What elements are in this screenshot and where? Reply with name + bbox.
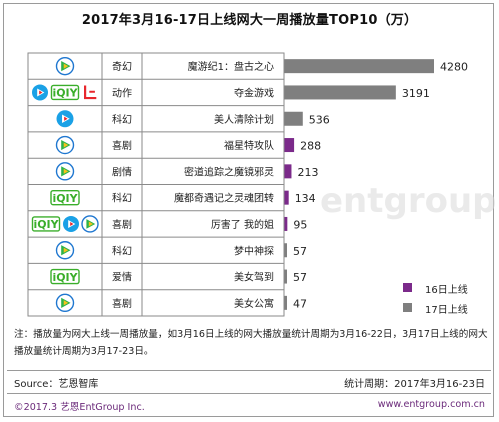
table-row: 科幻 梦中神探 57 [55, 241, 307, 260]
table-row: iQIY 喜剧 厉害了 我的姐 95 [31, 215, 307, 233]
legend-label: 17日上线 [425, 305, 468, 316]
film-title: 厉害了 我的姐 [211, 218, 274, 231]
iqiyi-icon-box [31, 216, 61, 232]
data-label: 95 [293, 218, 307, 231]
youku-icon-inner [64, 116, 68, 121]
table-row: 喜剧 福星特攻队 288 [55, 135, 321, 155]
platform-logos [56, 110, 74, 128]
legend-swatch [403, 303, 412, 312]
iqiyi-icon-label: iQIY [53, 87, 78, 100]
table-row: iQIY 科幻 魔都奇遇记之灵魂团转 134 [50, 189, 316, 206]
bar [284, 190, 289, 205]
bar [284, 164, 292, 179]
tencent-video-icon-inner [63, 63, 69, 69]
iqiyi-icon-label: iQIY [34, 218, 59, 231]
bar [284, 138, 295, 153]
bar [284, 243, 287, 258]
iqiyi-icon-label: iQIY [53, 192, 78, 205]
data-label: 288 [300, 140, 321, 153]
tencent-video-icon-inner [63, 300, 69, 306]
copyright-text: ©2017.3 艺恩EntGroup Inc. [14, 402, 145, 413]
table-row: 科幻 美人清除计划 536 [56, 110, 330, 128]
bar [284, 85, 396, 100]
iqiyi-icon-box [50, 84, 80, 101]
film-title: 魔都奇遇记之灵魂团转 [174, 192, 274, 205]
divider [7, 393, 491, 394]
iqiyi-icon-label: iQIY [53, 271, 78, 284]
bar [284, 295, 287, 310]
genre-label: 喜剧 [112, 139, 132, 152]
tencent-video-icon-inner [63, 247, 69, 253]
genre-label: 奇幻 [112, 60, 132, 73]
youku-icon-inner [39, 90, 43, 95]
data-label: 3191 [402, 87, 430, 100]
table-row: 奇幻 魔游纪1：盘古之心 4280 [55, 56, 468, 76]
platform-logos [55, 293, 75, 313]
data-label: 134 [295, 192, 316, 205]
legend-label: 16日上线 [425, 285, 468, 296]
letv-icon-stroke [84, 85, 97, 100]
bar [284, 269, 287, 284]
genre-label: 科幻 [112, 244, 132, 257]
table-row: iQIY 动作 夺金游戏 3191 [32, 84, 430, 101]
youku-icon-inner [70, 221, 74, 226]
tencent-video-icon-inner [88, 221, 94, 227]
genre-label: 喜剧 [112, 297, 132, 310]
website-link[interactable]: www.entgroup.com.cn [377, 399, 485, 410]
data-label: 213 [297, 166, 318, 179]
platform-logos: iQIY [32, 84, 97, 101]
film-title: 美女驾到 [234, 271, 274, 284]
bar [284, 59, 434, 74]
genre-label: 爱情 [112, 271, 132, 284]
film-title: 密道追踪之魔镜邪灵 [184, 165, 274, 178]
genre-label: 科幻 [112, 113, 132, 126]
data-label: 4280 [440, 61, 468, 74]
platform-logos: iQIY [50, 189, 80, 206]
genre-label: 动作 [112, 87, 132, 99]
bar [284, 111, 303, 126]
footnote: 注：播放量为网大上线一周播放量，如3月16日上线的网大播放量统计周期为3月16-… [14, 329, 488, 357]
iqiyi-icon-box [50, 189, 80, 206]
iqiyi-icon-box [50, 268, 80, 285]
tencent-video-icon-inner [63, 168, 69, 174]
genre-label: 喜剧 [112, 218, 132, 231]
bar [284, 216, 288, 231]
period-text: 统计周期：2017年3月16-23日 [344, 379, 485, 390]
film-title: 魔游纪1：盘古之心 [188, 60, 274, 73]
platform-logos [55, 162, 75, 181]
data-label: 57 [293, 271, 307, 284]
chart-title: 2017年3月16-17日上线网大一周播放量TOP10（万） [81, 13, 418, 28]
data-label: 536 [309, 113, 330, 126]
data-label: 57 [293, 245, 307, 258]
platform-logos [55, 56, 75, 76]
divider [7, 370, 491, 371]
table-row: iQIY 爱情 美女驾到 57 [50, 268, 307, 285]
watermark-text: entgroup [320, 181, 497, 221]
platform-logos: iQIY [50, 268, 80, 285]
source-text: Source：艺恩智库 [14, 379, 99, 390]
genre-label: 科幻 [112, 192, 132, 205]
data-label: 47 [293, 297, 307, 310]
film-title: 梦中神探 [234, 244, 274, 257]
platform-logos [55, 135, 75, 155]
platform-logos: iQIY [31, 215, 99, 233]
film-title: 夺金游戏 [234, 86, 274, 99]
film-title: 美人清除计划 [214, 113, 274, 126]
tencent-video-icon-inner [63, 142, 69, 148]
film-title: 美女公寓 [234, 297, 274, 310]
film-title: 福星特攻队 [224, 139, 274, 152]
platform-logos [55, 241, 75, 260]
legend-swatch [403, 283, 412, 292]
table-row: 喜剧 美女公寓 47 [55, 293, 307, 313]
bar-chart: entgroup奇幻 魔游纪1：盘古之心 4280iQIY 动作 夺金游戏 3191科幻美… [27, 52, 497, 317]
genre-label: 剧情 [112, 165, 132, 178]
table-row: 剧情 密道追踪之魔镜邪灵 213 [55, 162, 318, 181]
